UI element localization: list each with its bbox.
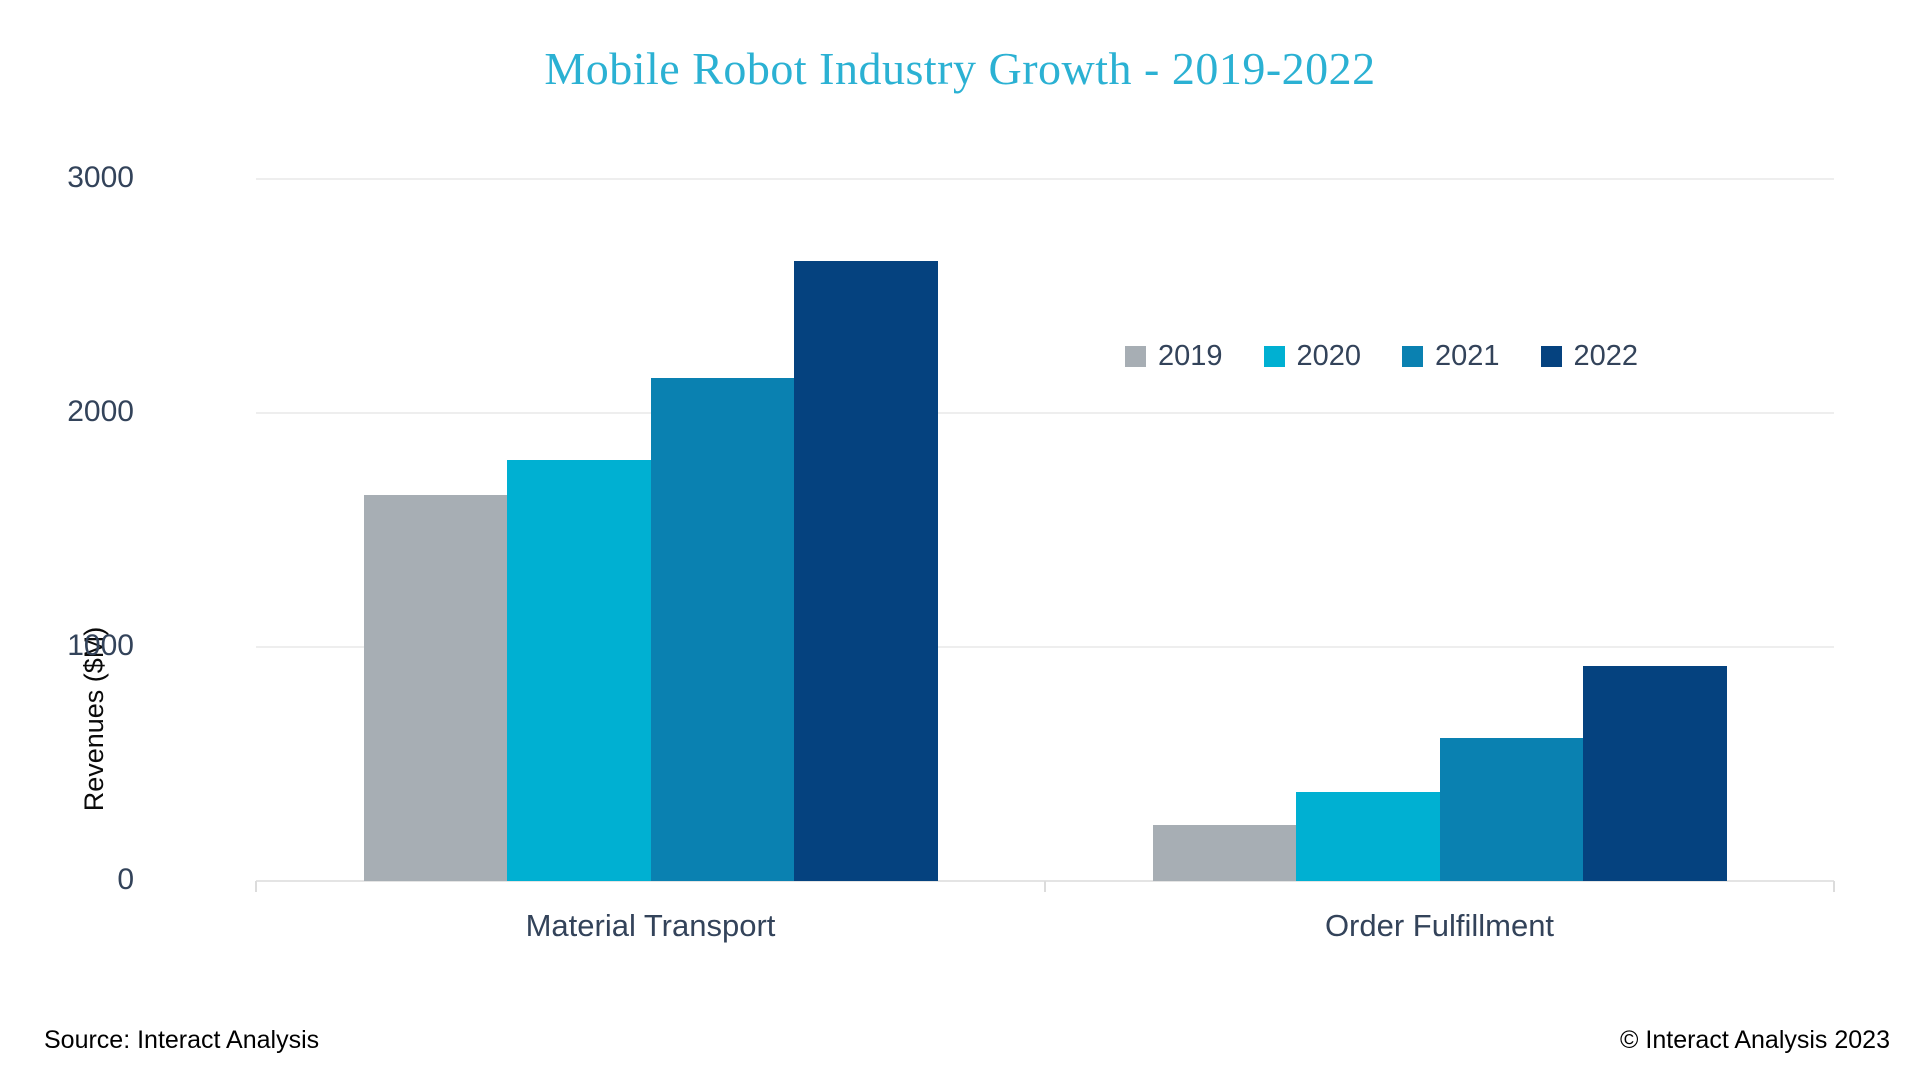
- gridline-1000: [256, 646, 1834, 648]
- y-tick-label-3000: 3000: [67, 161, 134, 194]
- x-axis-tick: [1833, 881, 1835, 892]
- chart-title: Mobile Robot Industry Growth - 2019-2022: [544, 43, 1376, 94]
- legend-item-2019: 2019: [1125, 338, 1223, 374]
- legend-item-2020: 2020: [1263, 338, 1362, 374]
- x-axis-tick: [1044, 881, 1046, 892]
- legend: 2019 2020 2021 2022: [1125, 338, 1679, 374]
- legend-label-2019: 2019: [1158, 340, 1223, 372]
- bar-material-transport-2019: [363, 494, 507, 881]
- legend-item-2021: 2021: [1402, 338, 1500, 374]
- y-tick-label-1000: 1000: [67, 629, 134, 662]
- legend-label-2020: 2020: [1296, 340, 1362, 372]
- legend-swatch-2019: [1125, 345, 1146, 367]
- bar-order-fulfillment-2020: [1296, 792, 1440, 881]
- legend-swatch-2021: [1402, 345, 1424, 367]
- gridline-2000: [256, 412, 1834, 414]
- legend-label-2022: 2022: [1573, 340, 1639, 372]
- bar-material-transport-2020: [507, 459, 651, 881]
- legend-swatch-2022: [1540, 345, 1562, 367]
- category-label-order-fulfillment: Order Fulfillment: [1324, 908, 1555, 943]
- y-tick-label-0: 0: [117, 863, 134, 896]
- bar-material-transport-2021: [650, 377, 794, 881]
- legend-item-2022: 2022: [1540, 338, 1639, 374]
- bar-order-fulfillment-2022: [1583, 665, 1727, 881]
- plot-area: 0 1000 2000 3000: [67, 163, 1835, 895]
- x-axis-tick: [255, 881, 257, 892]
- y-tick-label-2000: 2000: [67, 395, 134, 428]
- legend-swatch-2020: [1263, 345, 1285, 367]
- gridline-3000: [256, 178, 1834, 180]
- legend-label-2021: 2021: [1435, 340, 1500, 372]
- bar-order-fulfillment-2021: [1439, 738, 1583, 881]
- bar-material-transport-2022: [794, 260, 938, 881]
- category-label-material-transport: Material Transport: [525, 908, 776, 943]
- copyright-text: © Interact Analysis 2023: [1620, 1026, 1890, 1054]
- bar-order-fulfillment-2019: [1152, 824, 1296, 881]
- source-text: Source: Interact Analysis: [44, 1026, 320, 1054]
